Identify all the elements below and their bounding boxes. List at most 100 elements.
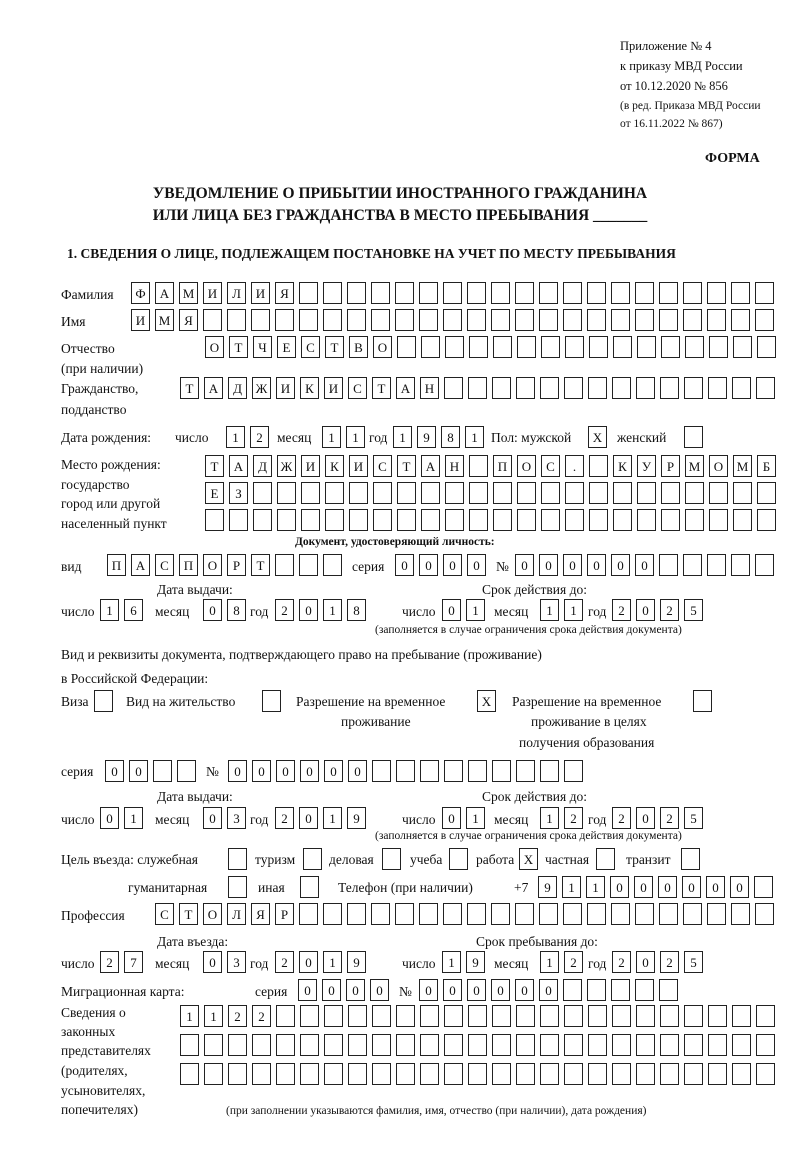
char-cell[interactable] [444, 760, 463, 782]
char-cell[interactable] [94, 690, 113, 712]
char-cell[interactable] [204, 1034, 223, 1056]
char-cell[interactable] [685, 336, 704, 358]
char-cell[interactable] [347, 903, 366, 925]
char-cell[interactable] [252, 1034, 271, 1056]
char-cell[interactable] [611, 282, 630, 304]
char-cell[interactable]: И [301, 455, 320, 477]
char-cell[interactable] [754, 876, 773, 898]
char-cell[interactable]: Р [275, 903, 294, 925]
char-cell[interactable]: 1 [442, 951, 461, 973]
char-cell[interactable] [757, 336, 776, 358]
char-cell[interactable] [587, 282, 606, 304]
char-cell[interactable]: И [349, 455, 368, 477]
char-cell[interactable]: 2 [660, 807, 679, 829]
char-cell[interactable]: 7 [124, 951, 143, 973]
char-cell[interactable]: З [229, 482, 248, 504]
char-cell[interactable]: А [229, 455, 248, 477]
char-cell[interactable] [540, 1034, 559, 1056]
char-cell[interactable] [659, 554, 678, 576]
char-cell[interactable]: 0 [129, 760, 148, 782]
char-cell[interactable] [373, 509, 392, 531]
char-cell[interactable] [565, 336, 584, 358]
char-cell[interactable] [491, 309, 510, 331]
purpose-other-checkbox[interactable] [300, 876, 319, 898]
char-cell[interactable] [660, 1034, 679, 1056]
char-cell[interactable]: Н [420, 377, 439, 399]
char-cell[interactable] [659, 309, 678, 331]
char-cell[interactable]: Д [253, 455, 272, 477]
char-cell[interactable] [445, 336, 464, 358]
char-cell[interactable] [589, 482, 608, 504]
char-cell[interactable]: 2 [612, 807, 631, 829]
char-cell[interactable]: Т [205, 455, 224, 477]
char-cell[interactable] [683, 903, 702, 925]
char-cell[interactable] [300, 1034, 319, 1056]
char-cell[interactable]: У [637, 455, 656, 477]
char-cell[interactable] [347, 282, 366, 304]
char-cell[interactable] [275, 554, 294, 576]
char-cell[interactable]: 0 [299, 599, 318, 621]
char-cell[interactable] [635, 282, 654, 304]
char-cell[interactable] [300, 876, 319, 898]
char-cell[interactable] [348, 1034, 367, 1056]
char-cell[interactable] [611, 979, 630, 1001]
char-cell[interactable] [397, 336, 416, 358]
char-cell[interactable] [684, 377, 703, 399]
char-cell[interactable] [349, 509, 368, 531]
char-cell[interactable] [707, 554, 726, 576]
char-cell[interactable] [349, 482, 368, 504]
char-cell[interactable]: Ф [131, 282, 150, 304]
char-cell[interactable] [709, 336, 728, 358]
char-cell[interactable] [636, 1034, 655, 1056]
char-cell[interactable] [517, 509, 536, 531]
char-cell[interactable] [300, 1063, 319, 1085]
char-cell[interactable]: 3 [227, 807, 246, 829]
char-cell[interactable] [611, 309, 630, 331]
char-cell[interactable]: С [348, 377, 367, 399]
char-cell[interactable] [516, 1063, 535, 1085]
purpose-transit-checkbox[interactable] [681, 848, 700, 870]
char-cell[interactable]: 9 [347, 807, 366, 829]
char-cell[interactable]: М [733, 455, 752, 477]
char-cell[interactable] [493, 336, 512, 358]
char-cell[interactable]: 0 [276, 760, 295, 782]
char-cell[interactable] [708, 377, 727, 399]
char-cell[interactable] [299, 903, 318, 925]
char-cell[interactable] [684, 1063, 703, 1085]
char-cell[interactable] [733, 509, 752, 531]
char-cell[interactable] [661, 336, 680, 358]
char-cell[interactable]: Е [277, 336, 296, 358]
char-cell[interactable]: И [203, 282, 222, 304]
char-cell[interactable] [683, 554, 702, 576]
char-cell[interactable]: 0 [635, 554, 654, 576]
char-cell[interactable]: 1 [100, 599, 119, 621]
char-cell[interactable] [420, 1005, 439, 1027]
char-cell[interactable] [324, 1005, 343, 1027]
char-cell[interactable]: 2 [275, 599, 294, 621]
char-cell[interactable] [637, 509, 656, 531]
char-cell[interactable]: И [276, 377, 295, 399]
char-cell[interactable]: 1 [180, 1005, 199, 1027]
char-cell[interactable] [325, 482, 344, 504]
char-cell[interactable] [756, 377, 775, 399]
char-cell[interactable] [443, 282, 462, 304]
char-cell[interactable]: И [324, 377, 343, 399]
char-cell[interactable] [517, 336, 536, 358]
char-cell[interactable] [277, 482, 296, 504]
char-cell[interactable] [348, 1005, 367, 1027]
char-cell[interactable]: 0 [610, 876, 629, 898]
char-cell[interactable] [276, 1005, 295, 1027]
char-cell[interactable]: 6 [124, 599, 143, 621]
char-cell[interactable] [323, 554, 342, 576]
char-cell[interactable]: М [179, 282, 198, 304]
char-cell[interactable]: 0 [395, 554, 414, 576]
char-cell[interactable]: 0 [467, 554, 486, 576]
char-cell[interactable] [468, 1063, 487, 1085]
